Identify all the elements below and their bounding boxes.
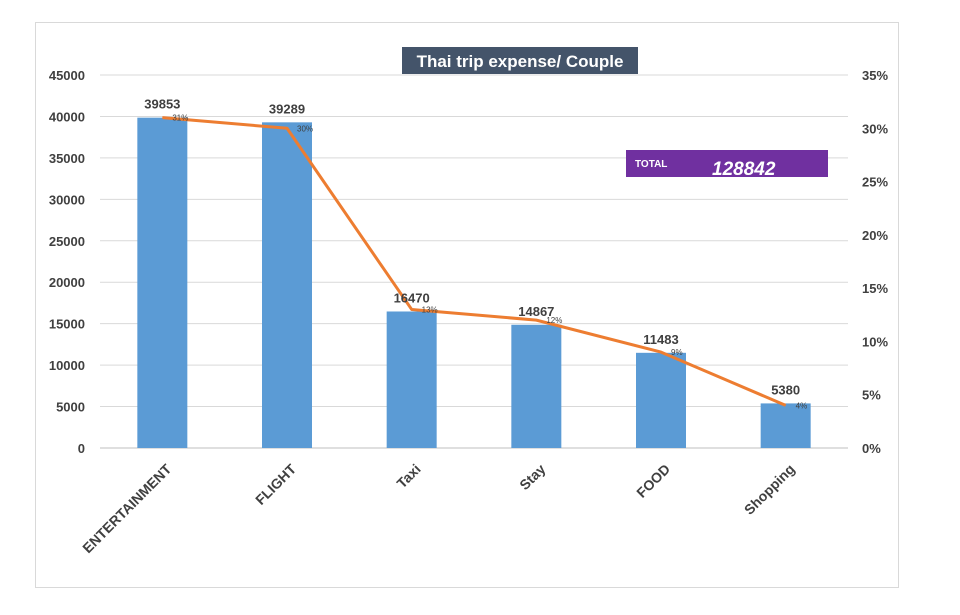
y-tick-label: 5000 [56, 400, 85, 415]
percent-label: 30% [297, 124, 313, 133]
bar [511, 324, 562, 448]
y2-tick-label: 15% [862, 281, 888, 296]
y-axis-right: 0% 5% 10% 15% 20% 25% 30% 35% [862, 68, 888, 456]
percent-line-path [162, 116, 787, 407]
y2-tick-label: 30% [862, 121, 888, 136]
y2-tick-label: 0% [862, 441, 881, 456]
percent-label: 13% [422, 305, 438, 314]
x-category-label: Taxi [393, 461, 423, 491]
y-axis-left: 0 5000 10000 15000 20000 25000 30000 35000 40000… [49, 68, 85, 456]
total-value: 128842 [712, 159, 776, 180]
y-tick-label: 15000 [49, 317, 85, 332]
bar-value-label: 11483 [643, 332, 678, 347]
percent-label: 12% [546, 316, 562, 325]
bar-value-label: 14867 [518, 304, 554, 319]
y-tick-label: 25000 [49, 234, 85, 249]
bars [137, 117, 811, 449]
y-tick-label: 45000 [49, 68, 85, 83]
total-box: TOTAL 128842 [626, 150, 828, 180]
total-label: TOTAL [635, 159, 667, 170]
y-tick-label: 0 [78, 441, 85, 456]
bar [262, 122, 312, 449]
gridlines [100, 74, 848, 449]
bar [760, 403, 811, 448]
bar [386, 311, 437, 448]
bar-value-label: 16470 [394, 290, 430, 305]
x-category-label: ENTERTAINMENT [79, 460, 175, 556]
percent-label: 4% [796, 401, 808, 410]
y2-tick-label: 10% [862, 334, 888, 349]
chart-title-text: Thai trip expense/ Couple [417, 52, 624, 71]
y-tick-label: 35000 [49, 151, 85, 166]
data-labels: 39853 39289 16470 14867 11483 5380 31% 30% 13% 12… [144, 97, 807, 411]
bar-value-label: 39289 [269, 101, 305, 116]
y-tick-label: 30000 [49, 192, 85, 207]
y-tick-label: 40000 [49, 109, 85, 124]
bar [137, 117, 188, 449]
bar [636, 352, 686, 448]
chart-title: Thai trip expense/ Couple [402, 47, 638, 74]
y2-tick-label: 25% [862, 175, 888, 190]
y2-tick-label: 20% [862, 228, 888, 243]
x-category-label: Shopping [741, 461, 798, 518]
y2-tick-label: 5% [862, 388, 881, 403]
x-category-label: FLIGHT [252, 460, 299, 507]
bar-value-label: 39853 [144, 97, 180, 112]
y-tick-label: 20000 [49, 275, 85, 290]
percent-line [162, 116, 787, 407]
x-category-label: Stay [516, 461, 548, 493]
y-tick-label: 10000 [49, 358, 85, 373]
bar-value-label: 5380 [771, 382, 800, 397]
percent-label: 9% [671, 348, 683, 357]
percent-label: 31% [172, 114, 188, 123]
x-axis: ENTERTAINMENT FLIGHT Taxi Stay FOOD Shopping [79, 460, 798, 556]
y2-tick-label: 35% [862, 68, 888, 83]
x-category-label: FOOD [633, 461, 673, 501]
